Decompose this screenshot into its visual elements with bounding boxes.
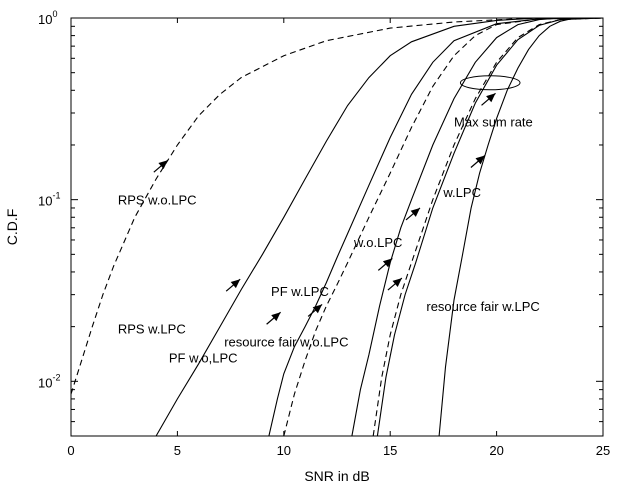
annotation-layer: RPS w.o.LPC RPS w.LPC PF w.o,LPC PF w.LPC re… <box>118 75 540 366</box>
series-line-3 <box>268 17 604 437</box>
x-tick-label: 20 <box>489 443 503 458</box>
series-line-8 <box>438 17 604 437</box>
series-line-7 <box>376 17 604 437</box>
x-axis-label: SNR in dB <box>304 468 369 484</box>
annotation-label: Max sum rate <box>454 114 533 129</box>
annotation-arrow-head <box>312 304 323 314</box>
y-tick-label: 10-1 <box>38 191 60 209</box>
annotation-ellipse <box>459 75 521 91</box>
annotation-arrow-head <box>486 93 496 103</box>
series-line-2 <box>155 17 603 437</box>
x-tick-label: 0 <box>67 443 74 458</box>
annotation-arrow-head <box>230 279 241 289</box>
annotation-arrow-head <box>271 312 281 322</box>
annotation-arrow-head <box>410 208 420 217</box>
annotation-label: resource fair w.LPC <box>426 299 539 314</box>
series-line-5 <box>351 17 603 437</box>
series-line-4 <box>283 17 604 437</box>
annotation-label: RPS w.LPC <box>118 322 186 337</box>
series-layer <box>70 17 604 437</box>
annotation-arrow-head <box>158 160 168 169</box>
annotation-arrow-head <box>475 155 485 165</box>
annotation-label: resource fair w.o.LPC <box>224 334 348 349</box>
annotation-arrow-head <box>382 258 393 268</box>
x-tick-label: 25 <box>596 443 610 458</box>
ticks-layer: 0 5 10 15 20 25 10-2 10-1 100 <box>38 9 610 458</box>
series-line-6 <box>372 17 604 437</box>
annotation-label: PF w.LPC <box>271 284 329 299</box>
y-tick-label: 10-2 <box>38 372 60 390</box>
y-tick-label: 100 <box>38 9 57 27</box>
annotation-label: w.o.LPC <box>353 235 402 250</box>
x-tick-label: 5 <box>174 443 181 458</box>
annotation-arrow-head <box>392 278 402 287</box>
series-line-1 <box>70 17 603 395</box>
x-tick-label: 15 <box>383 443 397 458</box>
annotation-label: w.LPC <box>442 185 481 200</box>
annotation-label: PF w.o,LPC <box>169 351 238 366</box>
x-tick-label: 10 <box>277 443 291 458</box>
annotation-label: RPS w.o.LPC <box>118 193 197 208</box>
y-axis-label: C.D.F <box>4 209 20 246</box>
plot-frame <box>70 17 604 437</box>
